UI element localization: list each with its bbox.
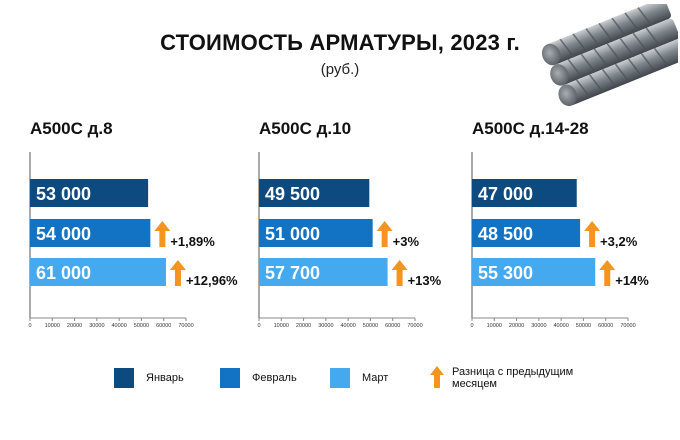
panel-title: А500С д.14-28: [472, 119, 589, 138]
change-label: +13%: [408, 273, 442, 288]
bar-value-label: 54 000: [36, 224, 91, 244]
bar-value-label: 61 000: [36, 263, 91, 283]
bar-value-label: 55 300: [478, 263, 533, 283]
x-tick-label: 10000: [487, 323, 502, 329]
bar: [30, 179, 149, 207]
up-arrow-icon: [584, 221, 601, 247]
bar-value-label: 51 000: [265, 224, 320, 244]
x-tick-label: 10000: [45, 323, 60, 329]
bar: [472, 258, 596, 286]
x-tick-label: 0: [257, 323, 260, 329]
chart-subtitle: (руб.): [320, 61, 360, 78]
bar-value-label: 49 500: [265, 184, 320, 204]
change-label: +1,89%: [170, 234, 215, 249]
x-tick-label: 30000: [531, 323, 546, 329]
up-arrow-icon: [599, 260, 616, 286]
bar: [259, 219, 373, 247]
bar: [259, 258, 388, 286]
bar: [30, 219, 151, 247]
bar-value-label: 57 700: [265, 263, 320, 283]
up-arrow-icon: [391, 260, 408, 286]
x-tick-label: 50000: [363, 323, 378, 329]
x-tick-label: 70000: [620, 323, 635, 329]
x-tick-label: 50000: [576, 323, 591, 329]
x-tick-label: 60000: [156, 323, 171, 329]
x-tick-label: 20000: [509, 323, 524, 329]
x-tick-label: 40000: [111, 323, 126, 329]
change-label: +3%: [393, 234, 420, 249]
bar-value-label: 53 000: [36, 184, 91, 204]
x-tick-label: 20000: [296, 323, 311, 329]
chart-title: СТОИМОСТЬ АРМАТУРЫ, 2023 г.: [160, 30, 520, 55]
change-label: +14%: [615, 273, 649, 288]
x-tick-label: 30000: [318, 323, 333, 329]
rebar-bundle-icon: [541, 4, 678, 107]
panel-title: А500С д.10: [259, 119, 351, 138]
change-label: +12,96%: [186, 273, 238, 288]
x-tick-label: 70000: [407, 323, 422, 329]
x-tick-label: 40000: [553, 323, 568, 329]
x-tick-label: 60000: [598, 323, 613, 329]
change-label: +3,2%: [600, 234, 638, 249]
up-arrow-icon: [376, 221, 393, 247]
x-tick-label: 0: [28, 323, 31, 329]
x-tick-label: 60000: [385, 323, 400, 329]
x-tick-label: 50000: [134, 323, 149, 329]
x-tick-label: 70000: [178, 323, 193, 329]
bar-value-label: 48 500: [478, 224, 533, 244]
x-tick-label: 0: [470, 323, 473, 329]
x-tick-label: 30000: [89, 323, 104, 329]
bar: [472, 219, 581, 247]
panel-title: А500С д.8: [30, 119, 113, 138]
up-arrow-icon: [169, 260, 186, 286]
bar: [259, 179, 370, 207]
up-arrow-icon: [154, 221, 171, 247]
x-tick-label: 10000: [274, 323, 289, 329]
x-tick-label: 20000: [67, 323, 82, 329]
bar-value-label: 47 000: [478, 184, 533, 204]
bar: [30, 258, 166, 286]
x-tick-label: 40000: [340, 323, 355, 329]
bar: [472, 179, 577, 207]
